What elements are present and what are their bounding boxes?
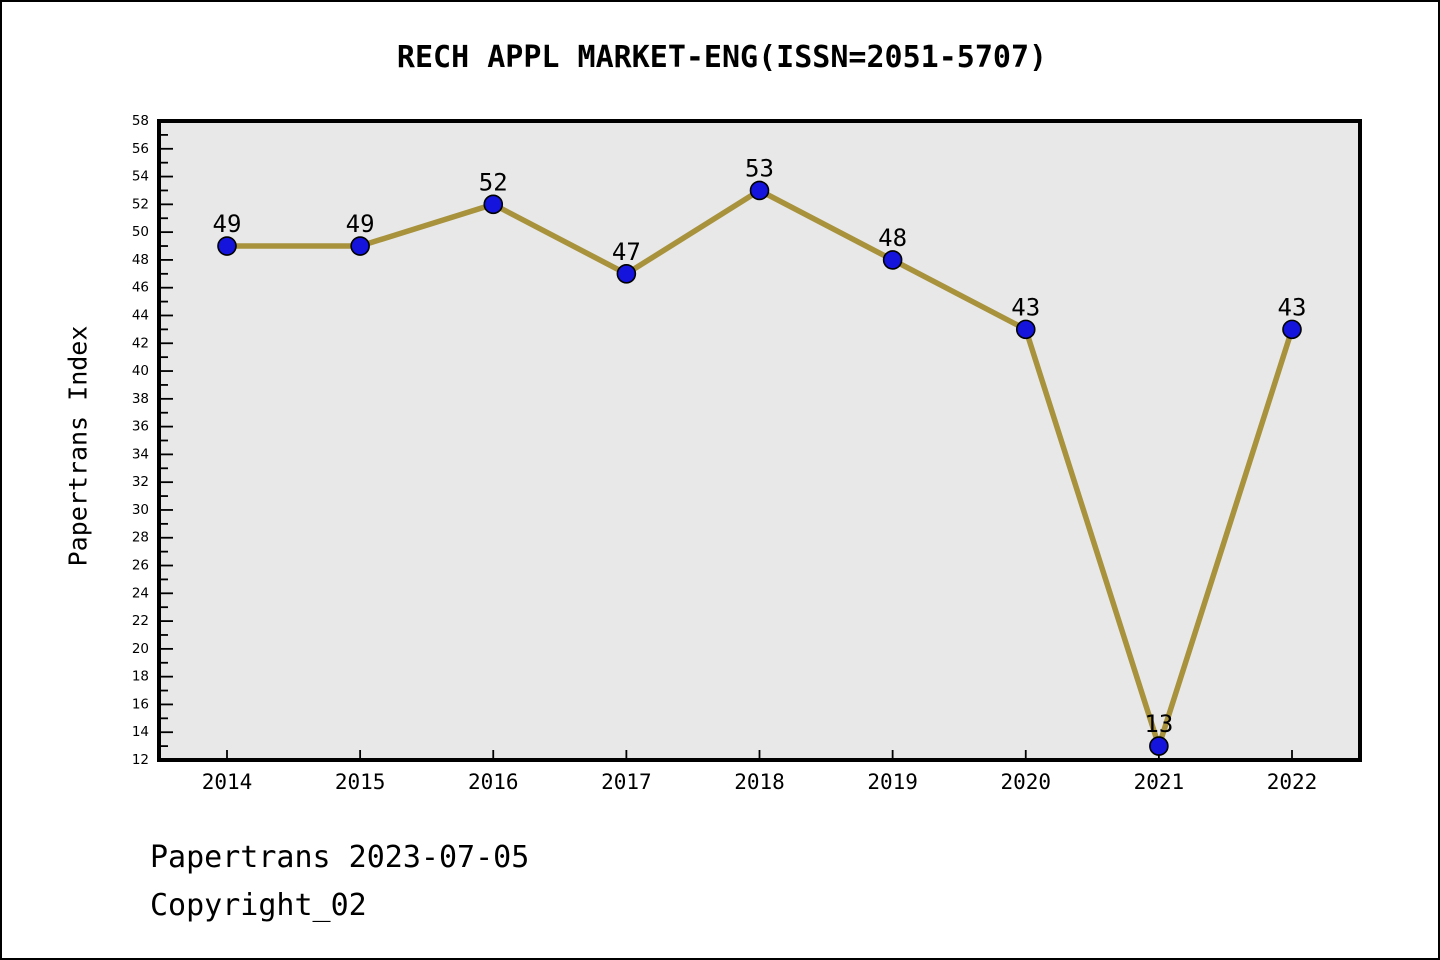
y-tick-label: 48 [132, 252, 149, 268]
data-point-label: 48 [878, 224, 907, 252]
y-tick-label: 34 [132, 446, 149, 462]
data-point-label: 13 [1144, 710, 1173, 738]
data-point-label: 49 [346, 210, 375, 238]
y-tick-label: 12 [132, 752, 149, 768]
footer-date: Papertrans 2023-07-05 [150, 840, 530, 875]
x-tick-label: 2018 [734, 770, 785, 794]
y-tick-label: 46 [132, 280, 149, 296]
y-tick-label: 24 [132, 585, 149, 601]
data-point-label: 43 [1011, 293, 1040, 321]
y-tick-label: 38 [132, 391, 149, 407]
data-point [749, 180, 770, 201]
x-tick-label: 2020 [1000, 770, 1051, 794]
data-point-label: 47 [612, 238, 641, 266]
x-tick-label: 2019 [867, 770, 918, 794]
y-tick-label: 28 [132, 530, 149, 546]
data-point [350, 236, 370, 256]
y-tick-label: 54 [132, 169, 149, 185]
footer-copyright: Copyright_02 [150, 888, 367, 923]
x-tick-label: 2015 [335, 770, 386, 794]
y-tick-label: 18 [132, 669, 149, 685]
plot-frame [157, 119, 1362, 762]
y-tick-label: 22 [132, 613, 149, 629]
chart-title: RECH APPL MARKET-ENG(ISSN=2051-5707) [396, 40, 1048, 75]
data-point [882, 250, 903, 270]
y-tick-label: 44 [132, 307, 149, 323]
y-tick-label: 32 [132, 474, 149, 490]
x-tick-label: 2021 [1134, 770, 1185, 794]
y-tick-label: 42 [132, 335, 149, 351]
data-point-label: 49 [213, 210, 242, 238]
y-tick-label: 36 [132, 419, 149, 435]
x-tick-label: 2014 [202, 770, 253, 794]
y-tick-label: 20 [132, 641, 149, 657]
data-point [1149, 736, 1169, 756]
y-tick-label: 30 [132, 502, 149, 518]
x-tick-label: 2017 [601, 770, 652, 794]
y-tick-label: 52 [132, 196, 149, 212]
data-point [1282, 319, 1302, 340]
plot-area [159, 121, 1360, 760]
y-tick-label: 14 [132, 724, 149, 740]
y-tick-label: 58 [132, 113, 149, 129]
y-tick-label: 40 [132, 363, 149, 379]
data-point [616, 264, 637, 284]
data-point [217, 236, 237, 256]
data-point [1015, 319, 1036, 340]
y-tick-label: 50 [132, 224, 149, 240]
data-point-label: 52 [479, 168, 508, 196]
y-tick-label: 16 [132, 696, 149, 712]
x-tick-label: 2022 [1267, 770, 1318, 794]
y-tick-label: 26 [132, 558, 149, 574]
data-point [483, 194, 504, 215]
x-tick-label: 2016 [468, 770, 519, 794]
data-point-label: 53 [745, 154, 774, 182]
data-point-label: 43 [1278, 293, 1307, 321]
y-tick-label: 56 [132, 141, 149, 157]
